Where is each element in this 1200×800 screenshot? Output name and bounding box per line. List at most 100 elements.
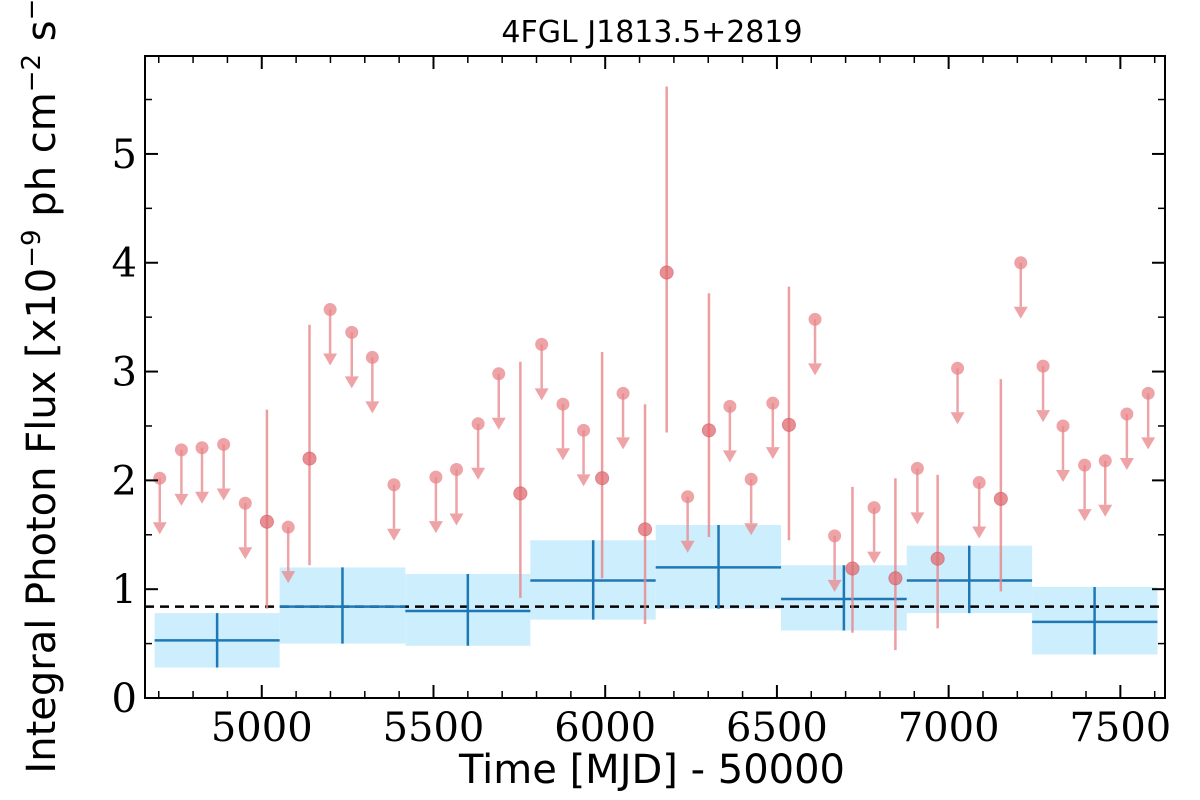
detection-point xyxy=(993,491,1008,506)
upper-limit-point xyxy=(281,520,295,534)
upper-limit-arrowhead xyxy=(1056,469,1070,482)
detection-point xyxy=(781,417,796,432)
axis-ticks: 5000 5500 6000 6500 7000 7500 0 1 2 3 4 5 xyxy=(112,56,1171,751)
upper-limit-point xyxy=(577,423,591,437)
upper-limit-arrowhead xyxy=(827,579,842,592)
upper-limit-arrowhead xyxy=(950,412,965,425)
upper-limit-arrowhead xyxy=(722,450,737,463)
upper-limit-point xyxy=(492,367,506,381)
upper-limit-arrowhead xyxy=(1077,509,1092,522)
y-tick-label: 1 xyxy=(112,567,137,613)
upper-limit-arrowhead xyxy=(174,493,189,506)
y-axis-label: Integral Photon Flux [x10−9 ph cm−2 s−1] xyxy=(17,0,65,774)
upper-limit-point xyxy=(1120,407,1134,421)
upper-limit-point xyxy=(153,471,167,485)
upper-limit-arrowhead xyxy=(281,571,296,584)
upper-limit-point xyxy=(1078,458,1092,472)
upper-limit-point xyxy=(323,303,337,317)
y-tick-label: 2 xyxy=(112,458,137,504)
upper-limit-arrowhead xyxy=(216,488,231,501)
upper-limit-point xyxy=(556,397,570,411)
detection-point xyxy=(845,561,860,576)
axes-frame xyxy=(144,55,1166,699)
upper-limit-arrowhead xyxy=(680,540,695,553)
detection-point xyxy=(302,451,317,466)
bin-error-bands xyxy=(154,524,1158,668)
upper-limit-points xyxy=(152,256,1156,592)
upper-limit-arrowhead xyxy=(491,417,506,430)
upper-limit-arrowhead xyxy=(576,474,591,487)
upper-limit-arrowhead xyxy=(1141,437,1156,450)
upper-limit-point xyxy=(471,417,485,431)
x-tick-label: 7000 xyxy=(898,705,1000,751)
y-tick-label: 4 xyxy=(112,241,137,287)
y-tick-label: 3 xyxy=(112,350,137,396)
x-tick-label: 6500 xyxy=(726,705,828,751)
upper-limit-point xyxy=(867,501,881,515)
detection-point xyxy=(595,471,610,486)
upper-limit-arrowhead xyxy=(534,388,549,401)
upper-limit-point xyxy=(1014,256,1028,270)
upper-limit-point xyxy=(1036,359,1050,373)
detection-point xyxy=(513,486,528,501)
upper-limit-point xyxy=(238,496,252,510)
x-tick-label: 6000 xyxy=(554,705,656,751)
upper-limit-point xyxy=(217,437,231,451)
upper-limit-point xyxy=(828,529,842,543)
upper-limit-point xyxy=(681,490,695,504)
upper-limit-point xyxy=(766,396,780,410)
upper-limit-arrowhead xyxy=(323,353,338,366)
detection-point xyxy=(638,522,653,537)
upper-limit-arrowhead xyxy=(428,521,443,534)
upper-limit-arrowhead xyxy=(238,547,253,560)
upper-limit-point xyxy=(174,443,188,457)
binned-flux-points xyxy=(154,524,1158,668)
upper-limit-point xyxy=(616,386,630,400)
plot-frame xyxy=(144,55,1166,699)
chart-title: 4FGL J1813.5+2819 xyxy=(501,15,802,50)
y-tick-label: 5 xyxy=(112,132,137,178)
upper-limit-point xyxy=(951,361,965,375)
upper-limit-arrowhead xyxy=(867,551,882,564)
upper-limit-point xyxy=(910,461,924,475)
upper-limit-point xyxy=(723,399,737,413)
upper-limit-arrowhead xyxy=(765,447,780,460)
upper-limit-arrowhead xyxy=(152,522,167,535)
x-tick-label: 5000 xyxy=(211,705,313,751)
upper-limit-arrowhead xyxy=(1098,504,1113,517)
upper-limit-point xyxy=(345,325,359,339)
upper-limit-arrowhead xyxy=(365,401,380,414)
detection-point xyxy=(259,514,274,529)
upper-limit-point xyxy=(1098,454,1112,468)
upper-limit-arrowhead xyxy=(449,513,464,526)
detection-point xyxy=(930,551,945,566)
upper-limit-arrowhead xyxy=(471,467,486,480)
upper-limit-point xyxy=(972,476,986,490)
upper-limit-arrowhead xyxy=(1119,457,1134,470)
detection-point xyxy=(888,571,903,586)
upper-limit-arrowhead xyxy=(1036,410,1051,423)
upper-limit-arrowhead xyxy=(910,512,925,525)
upper-limit-point xyxy=(808,312,822,326)
upper-limit-point xyxy=(195,441,209,455)
upper-limit-point xyxy=(449,462,463,476)
upper-limit-point xyxy=(535,337,549,351)
x-tick-label: 5500 xyxy=(383,705,485,751)
upper-limit-point xyxy=(429,470,443,484)
upper-limit-point xyxy=(1141,386,1155,400)
detection-points xyxy=(259,86,1008,651)
upper-limit-arrowhead xyxy=(386,528,401,541)
upper-limit-arrowhead xyxy=(744,523,759,536)
upper-limit-arrowhead xyxy=(195,491,210,504)
y-tick-label: 0 xyxy=(112,676,137,722)
upper-limit-arrowhead xyxy=(555,448,570,461)
upper-limit-point xyxy=(1056,419,1070,433)
upper-limit-arrowhead xyxy=(1013,306,1028,319)
upper-limit-arrowhead xyxy=(972,526,987,539)
detection-point xyxy=(659,265,674,280)
detection-point xyxy=(701,423,716,438)
upper-limit-point xyxy=(744,472,758,486)
upper-limit-point xyxy=(387,478,401,492)
upper-limit-arrowhead xyxy=(616,437,631,450)
